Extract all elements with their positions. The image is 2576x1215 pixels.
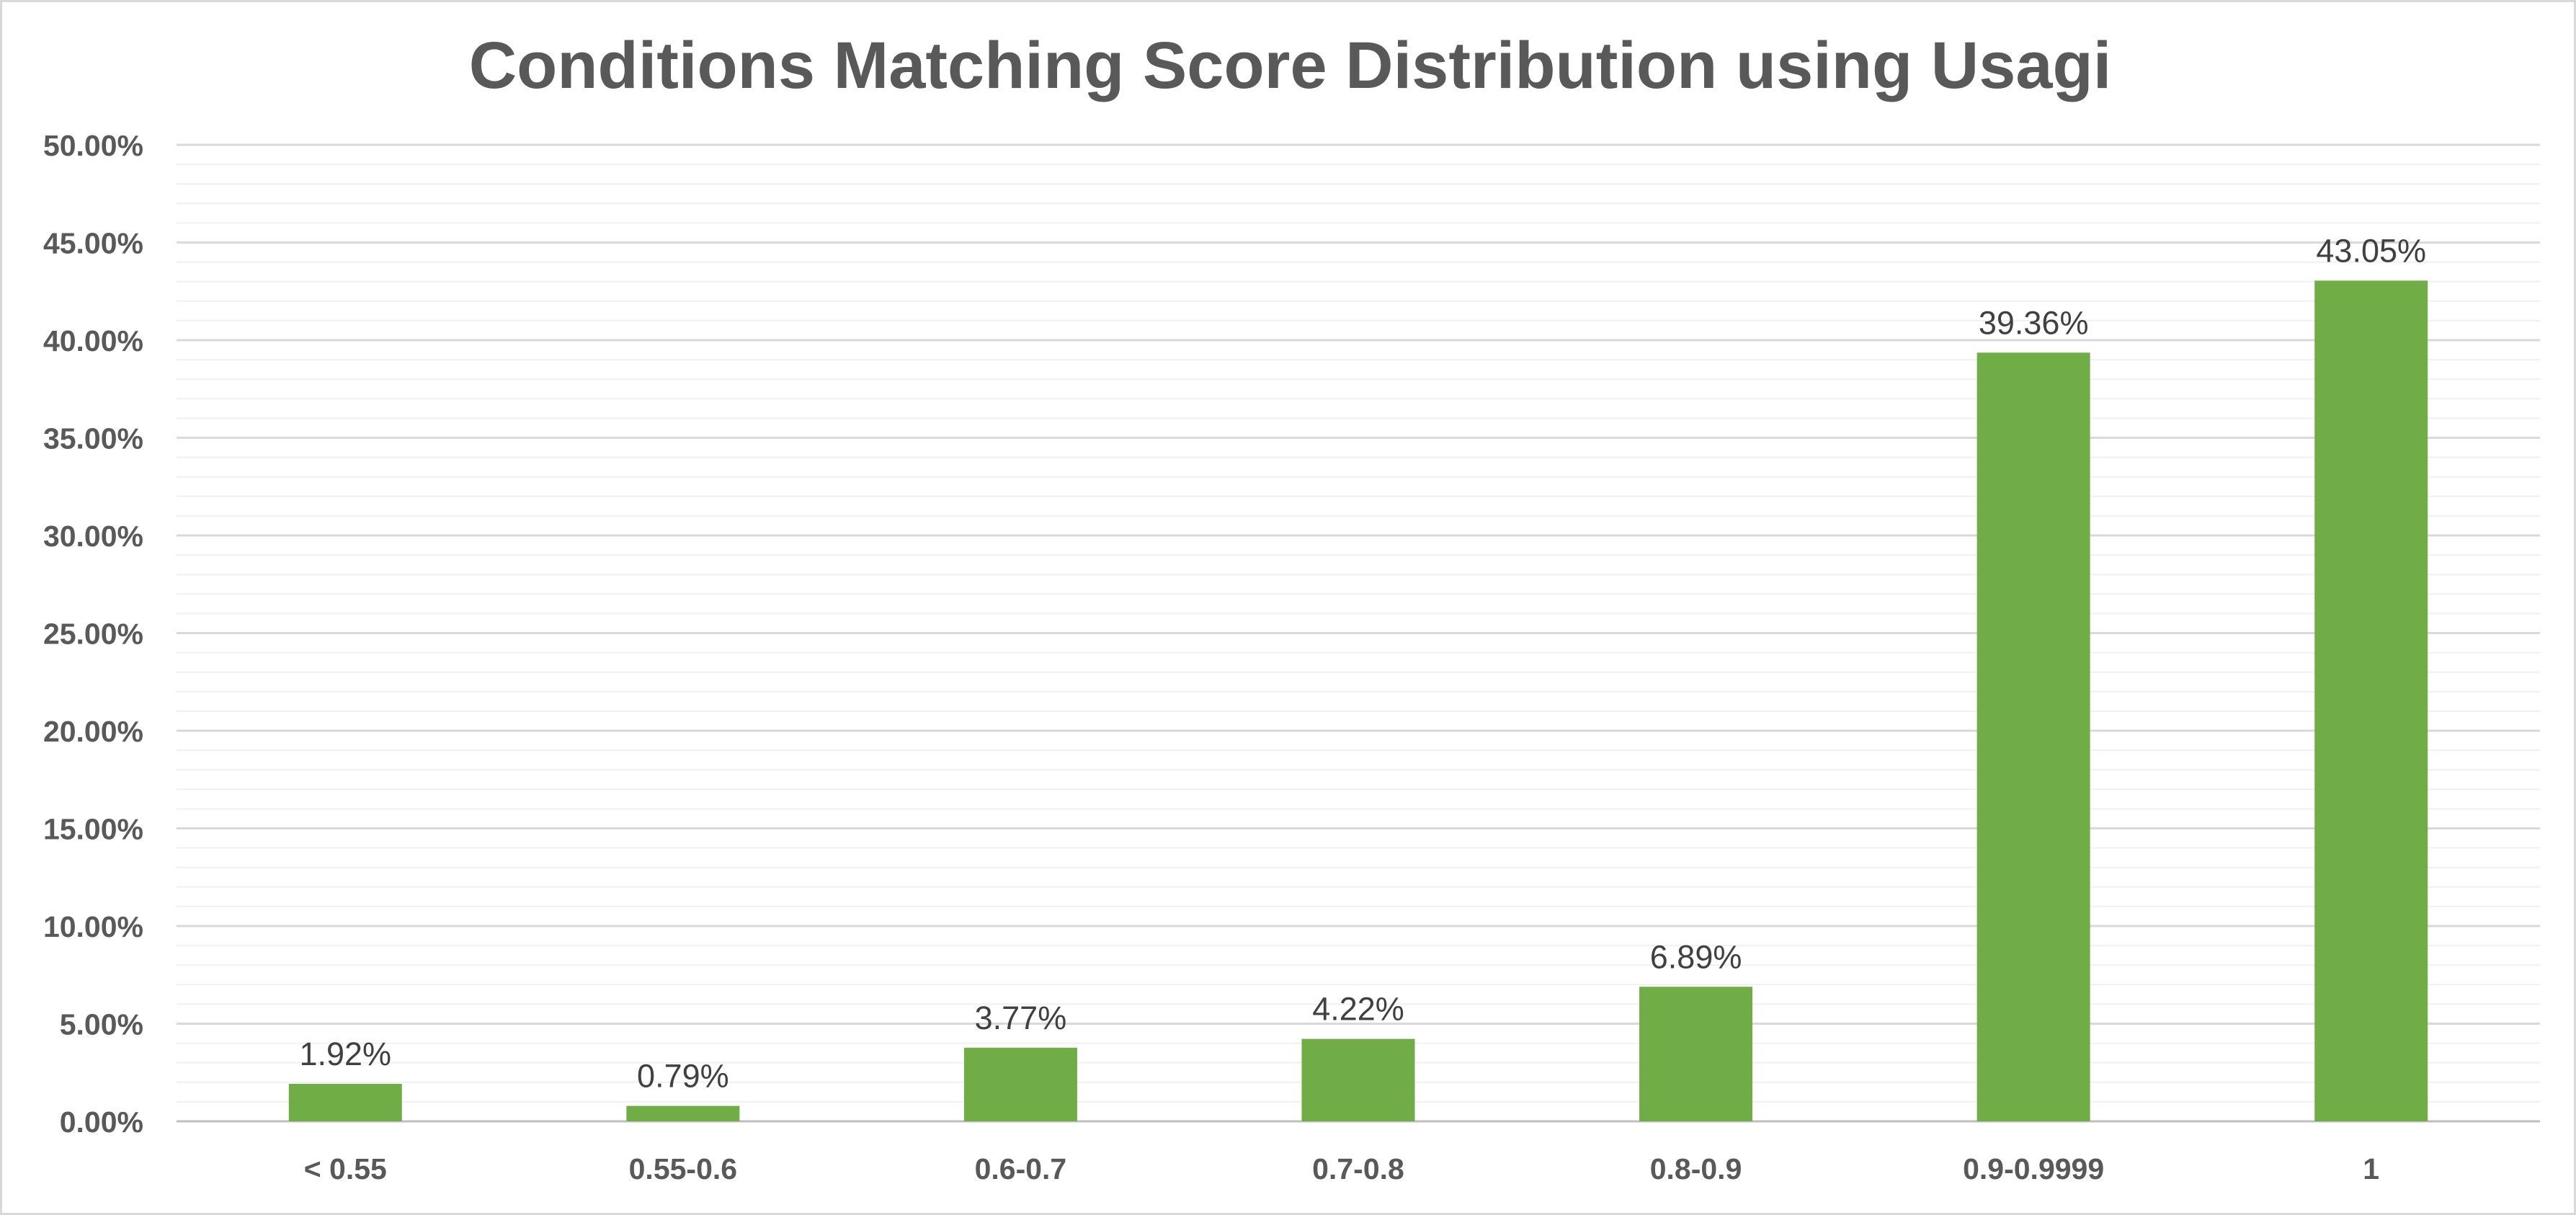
data-label: 1.92% bbox=[299, 1036, 391, 1072]
x-tick-label: < 0.55 bbox=[304, 1152, 387, 1185]
data-labels: 1.92% 0.79% 3.77% 4.22% 6.89% 39.36% 43.05% bbox=[299, 232, 2426, 1094]
y-tick-label: 50.00% bbox=[43, 129, 143, 162]
gridlines bbox=[177, 143, 2540, 1123]
x-tick-label: 0.55-0.6 bbox=[629, 1152, 737, 1185]
data-label: 39.36% bbox=[1979, 304, 2089, 341]
data-label: 6.89% bbox=[1650, 938, 1742, 975]
y-tick-label: 40.00% bbox=[43, 324, 143, 357]
y-tick-label: 15.00% bbox=[43, 813, 143, 846]
y-tick-label: 45.00% bbox=[43, 227, 143, 260]
x-tick-label: 0.9-0.9999 bbox=[1963, 1152, 2104, 1185]
data-label: 43.05% bbox=[2316, 232, 2426, 269]
y-tick-label: 10.00% bbox=[43, 910, 143, 943]
y-tick-label: 5.00% bbox=[60, 1008, 143, 1041]
bar bbox=[626, 1105, 740, 1121]
x-tick-label: 1 bbox=[2363, 1152, 2379, 1185]
x-axis-tick-labels: < 0.55 0.55-0.6 0.6-0.7 0.7-0.8 0.8-0.9 0.9-0… bbox=[304, 1152, 2379, 1185]
bar bbox=[2314, 280, 2428, 1122]
bar bbox=[1639, 987, 1753, 1121]
x-tick-label: 0.7-0.8 bbox=[1312, 1152, 1404, 1185]
chart-title: Conditions Matching Score Distribution u… bbox=[468, 29, 2112, 102]
bar bbox=[1301, 1038, 1415, 1121]
y-axis-tick-labels: 0.00% 5.00% 10.00% 15.00% 20.00% 25.00% 30.00%… bbox=[43, 129, 143, 1139]
y-tick-label: 35.00% bbox=[43, 422, 143, 455]
y-tick-label: 25.00% bbox=[43, 618, 143, 651]
y-tick-label: 20.00% bbox=[43, 715, 143, 748]
bars bbox=[288, 280, 2428, 1122]
x-tick-label: 0.8-0.9 bbox=[1650, 1152, 1742, 1185]
bar bbox=[963, 1047, 1077, 1121]
y-tick-label: 0.00% bbox=[60, 1105, 143, 1139]
y-tick-label: 30.00% bbox=[43, 520, 143, 553]
data-label: 0.79% bbox=[637, 1058, 729, 1095]
bar bbox=[288, 1083, 402, 1121]
bar bbox=[1976, 352, 2090, 1121]
data-label: 3.77% bbox=[975, 1000, 1067, 1036]
data-label: 4.22% bbox=[1312, 991, 1404, 1028]
x-tick-label: 0.6-0.7 bbox=[975, 1152, 1067, 1185]
